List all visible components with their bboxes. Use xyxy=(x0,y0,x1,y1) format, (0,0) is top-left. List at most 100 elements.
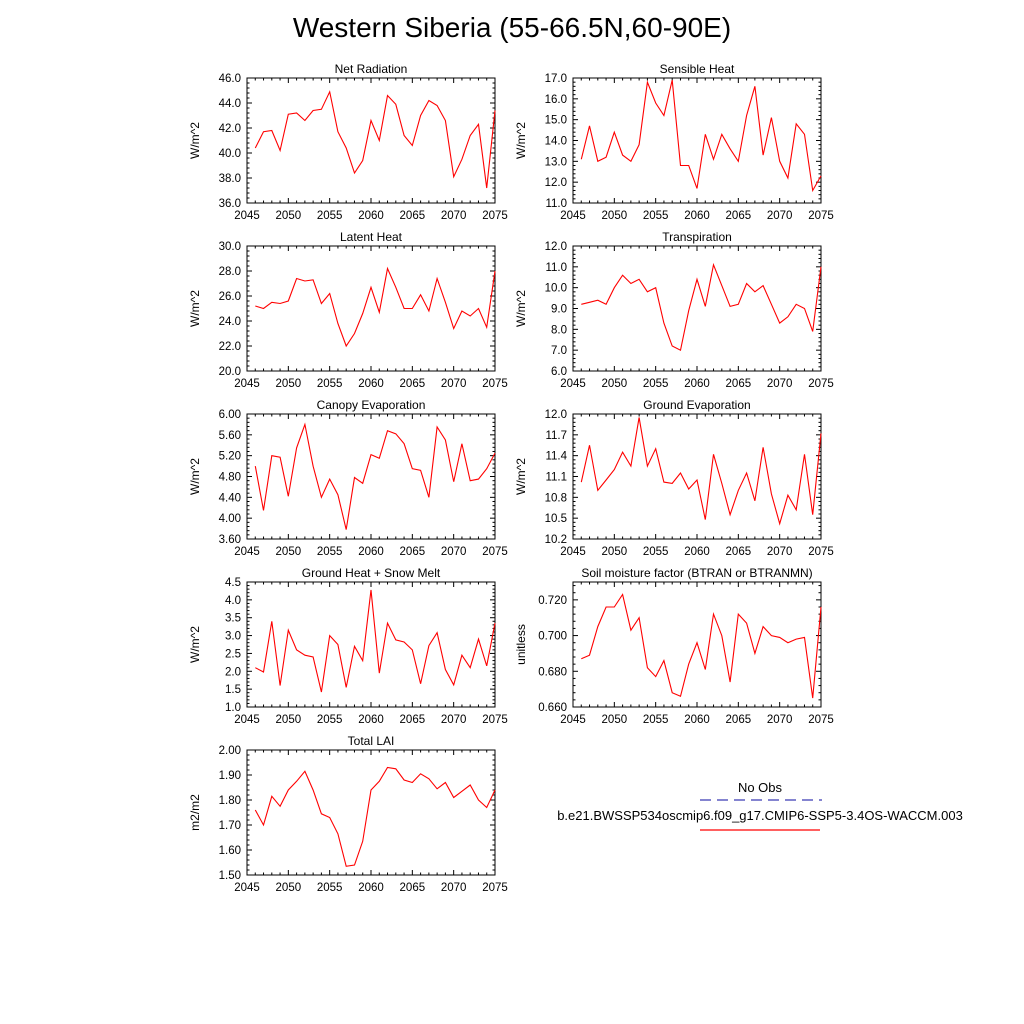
x-tick-label: 2050 xyxy=(602,714,628,726)
y-tick-label: 1.70 xyxy=(219,820,241,832)
y-tick-label: 11.4 xyxy=(545,451,567,463)
chart-panel: 2045 2050 2055 2060 2065 2070 2075 3.60 4.00 4.40… xyxy=(188,398,508,558)
x-tick-label: 2050 xyxy=(276,714,302,726)
y-tick-label: 2.00 xyxy=(219,745,241,757)
x-tick-label: 2045 xyxy=(560,210,586,222)
y-tick-label: 11.0 xyxy=(545,262,567,274)
x-tick-label: 2045 xyxy=(560,546,586,558)
y-axis-label: W/m^2 xyxy=(514,458,528,495)
y-tick-label: 20.0 xyxy=(219,366,241,378)
plot-frame xyxy=(572,245,822,372)
y-tick-label: 4.0 xyxy=(225,595,241,607)
y-axis-label: W/m^2 xyxy=(514,122,528,159)
y-tick-label: 7.0 xyxy=(551,345,567,357)
legend-model-label: b.e21.BWSSP534oscmip6.f09_g17.CMIP6-SSP5… xyxy=(557,808,963,823)
y-tick-label: 42.0 xyxy=(219,123,241,135)
y-tick-label: 44.0 xyxy=(219,98,241,110)
chart-panel: 2045 2050 2055 2060 2065 2070 2075 6.0 7.0 8.0 9.0… xyxy=(514,230,834,390)
x-tick-label: 2055 xyxy=(317,378,343,390)
x-tick-label: 2055 xyxy=(317,714,343,726)
x-tick-label: 2060 xyxy=(358,210,384,222)
x-tick-label: 2055 xyxy=(643,714,669,726)
x-tick-label: 2070 xyxy=(767,546,793,558)
x-tick-label: 2075 xyxy=(808,714,834,726)
series-line xyxy=(580,417,822,526)
x-tick-label: 2045 xyxy=(234,714,260,726)
y-tick-label: 1.80 xyxy=(219,795,241,807)
y-tick-label: 8.0 xyxy=(551,324,567,336)
panel-title: Sensible Heat xyxy=(660,62,735,76)
x-tick-label: 2075 xyxy=(482,882,508,894)
plot-frame xyxy=(246,77,496,204)
y-tick-label: 0.660 xyxy=(538,702,567,714)
y-tick-label: 1.90 xyxy=(219,770,241,782)
x-tick-label: 2045 xyxy=(234,546,260,558)
x-tick-label: 2070 xyxy=(441,378,467,390)
series-line xyxy=(581,593,822,699)
chart-panel: 2045 2050 2055 2060 2065 2070 2075 36.0 38.0 40.0… xyxy=(188,62,508,222)
x-tick-label: 2055 xyxy=(643,210,669,222)
y-axis-label: unitless xyxy=(514,624,528,665)
x-tick-label: 2070 xyxy=(767,378,793,390)
y-axis-label: W/m^2 xyxy=(188,290,202,327)
y-tick-label: 2.0 xyxy=(225,666,241,678)
x-tick-label: 2065 xyxy=(726,714,752,726)
x-tick-label: 2060 xyxy=(684,714,710,726)
y-axis-label: W/m^2 xyxy=(188,458,202,495)
y-tick-label: 10.2 xyxy=(545,534,567,546)
x-tick-label: 2055 xyxy=(317,882,343,894)
x-tick-label: 2060 xyxy=(358,546,384,558)
chart-panel: 2045 2050 2055 2060 2065 2070 2075 1.0 1.5 2.0 2.5… xyxy=(188,566,508,726)
panel-title: Ground Evaporation xyxy=(643,398,750,412)
y-tick-label: 9.0 xyxy=(551,304,567,316)
y-tick-label: 26.0 xyxy=(219,291,241,303)
series-line xyxy=(254,90,496,189)
y-axis-label: W/m^2 xyxy=(188,626,202,663)
y-tick-label: 11.0 xyxy=(545,198,567,210)
x-tick-label: 2055 xyxy=(317,546,343,558)
x-tick-label: 2050 xyxy=(602,378,628,390)
y-tick-label: 6.0 xyxy=(551,366,567,378)
x-tick-label: 2065 xyxy=(726,378,752,390)
series-line xyxy=(581,262,822,352)
series-line xyxy=(254,766,496,867)
y-tick-label: 22.0 xyxy=(219,341,241,353)
y-tick-label: 0.680 xyxy=(538,666,567,678)
y-tick-label: 30.0 xyxy=(219,241,241,253)
x-tick-label: 2060 xyxy=(684,546,710,558)
x-tick-label: 2055 xyxy=(643,378,669,390)
x-tick-label: 2075 xyxy=(808,546,834,558)
x-tick-label: 2075 xyxy=(808,210,834,222)
chart-panel: 2045 2050 2055 2060 2065 2070 2075 0.660 0.680 0.… xyxy=(514,566,834,726)
y-tick-label: 5.20 xyxy=(219,451,241,463)
x-tick-label: 2045 xyxy=(234,378,260,390)
y-tick-label: 12.0 xyxy=(545,241,567,253)
y-tick-label: 15.0 xyxy=(545,115,567,127)
panel-title: Net Radiation xyxy=(335,62,408,76)
x-tick-label: 2055 xyxy=(643,546,669,558)
page-title: Western Siberia (55-66.5N,60-90E) xyxy=(292,12,732,43)
x-tick-label: 2065 xyxy=(726,546,752,558)
x-tick-label: 2070 xyxy=(441,714,467,726)
y-tick-label: 5.60 xyxy=(219,430,241,442)
plot-frame xyxy=(246,245,496,372)
legend-obs-label: No Obs xyxy=(738,780,783,795)
panel-title: Transpiration xyxy=(662,230,732,244)
x-tick-label: 2065 xyxy=(400,378,426,390)
y-tick-label: 3.0 xyxy=(225,631,241,643)
panel-title: Latent Heat xyxy=(340,230,403,244)
x-tick-label: 2075 xyxy=(482,714,508,726)
series-line xyxy=(254,422,496,530)
y-tick-label: 38.0 xyxy=(219,173,241,185)
x-tick-label: 2065 xyxy=(400,882,426,894)
series-line xyxy=(580,79,822,193)
y-tick-label: 40.0 xyxy=(219,148,241,160)
legend: No Obs b.e21.BWSSP534oscmip6.f09_g17.CMI… xyxy=(557,780,963,831)
y-tick-label: 4.40 xyxy=(219,492,241,504)
y-tick-label: 0.720 xyxy=(538,595,567,607)
x-tick-label: 2065 xyxy=(726,210,752,222)
y-axis-label: W/m^2 xyxy=(188,122,202,159)
x-tick-label: 2045 xyxy=(560,714,586,726)
x-tick-label: 2070 xyxy=(767,714,793,726)
